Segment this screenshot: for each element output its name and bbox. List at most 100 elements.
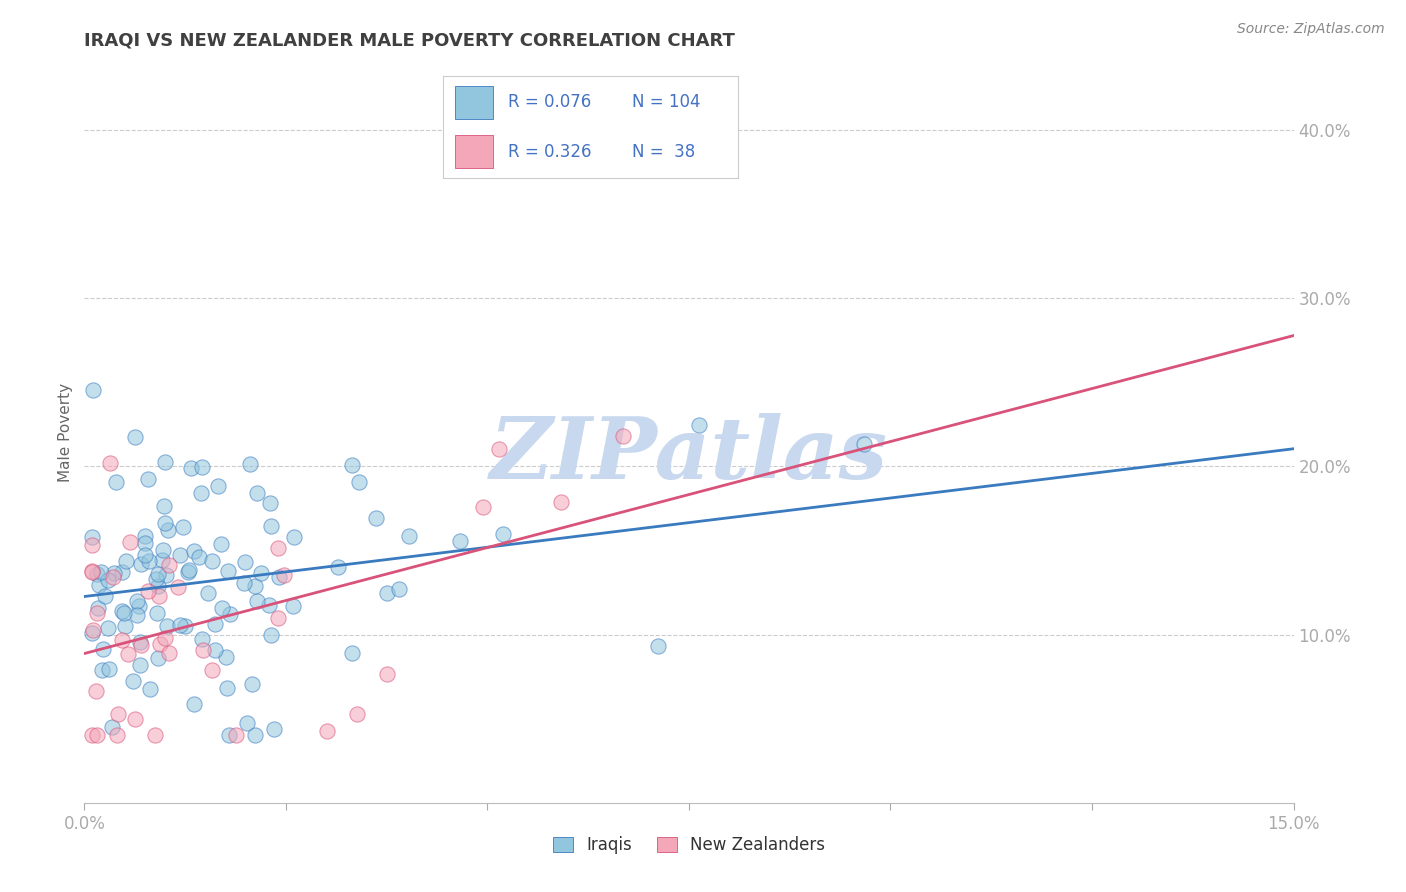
Point [190,486,212,500]
Point [340,458,363,472]
Point [472,500,495,515]
Point [122,674,145,689]
Point [111,565,134,579]
Point [82,623,104,637]
Point [97,574,120,588]
Point [612,429,634,443]
Point [180,461,202,475]
Point [283,530,305,544]
Point [118,534,141,549]
Point [240,676,263,690]
Point [152,542,174,557]
Point [219,607,242,621]
Point [550,495,572,509]
Point [207,479,229,493]
Point [104,475,127,489]
Point [346,707,368,722]
Point [347,475,370,489]
Point [111,604,134,618]
Bar [454,87,494,119]
Point [204,643,226,657]
Point [115,554,138,568]
Point [157,523,180,537]
Point [101,720,124,734]
Point [204,616,226,631]
Point [225,729,247,743]
Point [449,534,471,549]
Point [316,724,339,739]
Point [155,567,177,582]
Point [167,580,190,594]
Text: R = 0.076: R = 0.076 [508,94,591,112]
Point [232,576,254,591]
Point [129,638,152,652]
Point [82,530,104,544]
Point [84,683,107,698]
Point [267,541,290,555]
Point [250,566,273,580]
Point [245,579,267,593]
Point [246,486,269,500]
Point [157,558,180,572]
Point [136,584,159,599]
Point [217,564,239,578]
Point [201,553,224,567]
Text: N =  38: N = 38 [631,143,695,161]
Point [200,663,222,677]
Point [111,632,134,647]
Point [148,651,170,665]
Point [153,632,176,646]
Point [87,578,110,592]
Point [215,650,238,665]
Point [233,554,256,568]
Point [375,586,398,600]
Point [86,606,108,620]
Point [145,606,167,620]
Point [145,572,167,586]
Point [90,565,112,579]
Point [82,626,104,640]
Point [267,570,290,584]
Point [117,647,139,661]
Point [183,543,205,558]
Point [127,607,149,622]
Point [281,599,304,613]
Point [215,681,238,696]
Point [149,637,172,651]
Point [169,618,191,632]
Point [260,628,283,642]
Point [263,723,285,737]
Point [328,560,350,574]
Point [150,553,173,567]
Point [86,729,108,743]
Point [209,537,232,551]
Point [852,437,875,451]
Point [157,646,180,660]
Point [124,430,146,444]
Point [146,566,169,581]
Point [82,729,104,743]
Point [688,417,710,432]
Point [488,442,510,456]
Point [128,635,150,649]
Point [259,496,281,510]
Point [183,698,205,712]
Point [143,729,166,743]
Point [125,594,148,608]
Point [86,567,108,582]
Point [169,548,191,562]
Text: IRAQI VS NEW ZEALANDER MALE POVERTY CORRELATION CHART: IRAQI VS NEW ZEALANDER MALE POVERTY CORR… [84,32,735,50]
Point [148,589,170,603]
Point [82,565,104,579]
Point [134,529,156,543]
Point [153,499,176,513]
Text: N = 104: N = 104 [631,94,700,112]
Point [342,647,364,661]
Point [191,460,214,475]
Point [136,472,159,486]
Point [134,535,156,549]
Point [398,529,420,543]
Point [177,563,200,577]
Point [146,579,169,593]
Point [197,586,219,600]
